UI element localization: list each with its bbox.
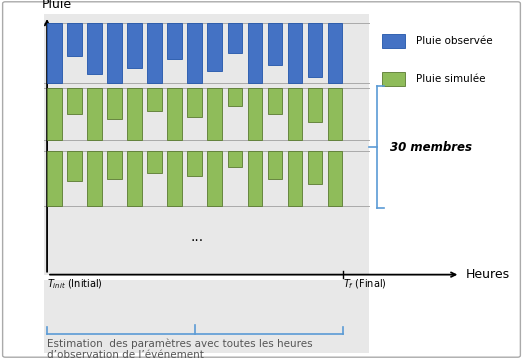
Text: $T_{f}$ (Final): $T_{f}$ (Final): [343, 278, 386, 291]
Bar: [107, 151, 122, 179]
Bar: [228, 88, 242, 106]
Bar: [107, 88, 122, 119]
Bar: [107, 23, 122, 83]
Bar: [328, 151, 342, 206]
Bar: [87, 23, 101, 74]
Bar: [228, 151, 242, 167]
Bar: [167, 23, 182, 59]
Bar: [67, 88, 82, 114]
Bar: [288, 88, 302, 140]
Bar: [328, 88, 342, 140]
Bar: [247, 23, 262, 83]
Bar: [127, 88, 142, 140]
Bar: [187, 88, 202, 117]
Bar: [208, 151, 222, 206]
Bar: [268, 151, 282, 179]
Bar: [147, 88, 162, 111]
Bar: [147, 23, 162, 83]
Bar: [47, 23, 62, 83]
Bar: [288, 23, 302, 83]
Bar: [228, 23, 242, 53]
Bar: [87, 151, 101, 206]
Bar: [208, 88, 222, 140]
Text: Pluie: Pluie: [42, 0, 72, 11]
Bar: [44, 280, 369, 353]
FancyBboxPatch shape: [3, 2, 520, 357]
Bar: [167, 151, 182, 206]
Text: $T_{init}$ (Initial): $T_{init}$ (Initial): [47, 278, 103, 291]
Bar: [47, 88, 62, 140]
Bar: [67, 23, 82, 56]
Bar: [382, 72, 405, 86]
Bar: [127, 23, 142, 68]
Text: Pluie observée: Pluie observée: [416, 36, 493, 46]
Bar: [67, 151, 82, 181]
Text: 30 membres: 30 membres: [390, 141, 472, 154]
Bar: [328, 23, 342, 83]
Bar: [308, 151, 322, 184]
Bar: [44, 14, 369, 275]
Bar: [247, 88, 262, 140]
Bar: [87, 88, 101, 140]
Text: Estimation  des paramètres avec toutes les heures
d’observation de l’événement: Estimation des paramètres avec toutes le…: [47, 338, 313, 359]
Bar: [147, 151, 162, 173]
Bar: [268, 88, 282, 114]
Bar: [308, 88, 322, 122]
Bar: [268, 23, 282, 65]
Text: ...: ...: [191, 230, 204, 244]
Bar: [308, 23, 322, 77]
Bar: [247, 151, 262, 206]
Bar: [47, 151, 62, 206]
Bar: [187, 23, 202, 83]
Text: Heures: Heures: [465, 268, 509, 281]
Bar: [127, 151, 142, 206]
Bar: [288, 151, 302, 206]
Text: Pluie simulée: Pluie simulée: [416, 74, 485, 84]
Bar: [187, 151, 202, 176]
Bar: [167, 88, 182, 140]
Bar: [208, 23, 222, 71]
Bar: [382, 34, 405, 48]
